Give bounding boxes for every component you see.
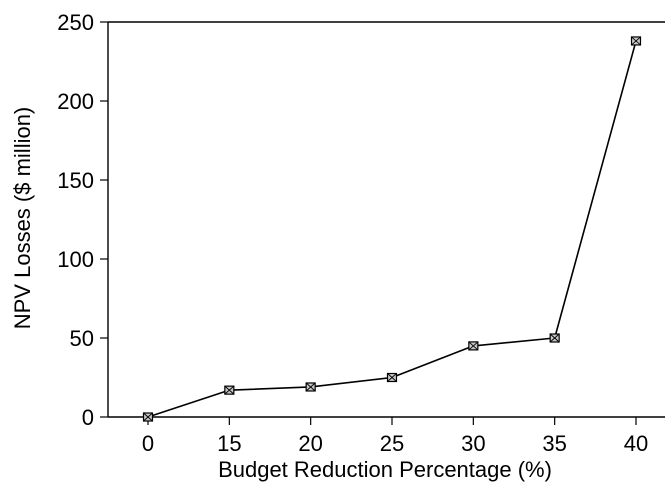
data-point bbox=[468, 341, 479, 351]
y-tick-label: 150 bbox=[57, 168, 94, 193]
y-tick-label: 250 bbox=[57, 10, 94, 35]
data-point bbox=[224, 385, 235, 395]
x-tick-label: 15 bbox=[217, 431, 241, 456]
data-point bbox=[142, 412, 154, 422]
x-tick-label: 20 bbox=[298, 431, 322, 456]
data-point bbox=[630, 36, 642, 46]
x-tick-label: 35 bbox=[542, 431, 566, 456]
x-tick-label: 25 bbox=[380, 431, 404, 456]
series-polyline bbox=[147, 40, 637, 418]
data-point bbox=[386, 372, 398, 383]
series-markers bbox=[142, 36, 642, 422]
y-tick-label: 0 bbox=[82, 405, 94, 430]
series-line bbox=[147, 40, 637, 418]
data-point bbox=[549, 333, 560, 343]
data-point bbox=[305, 382, 316, 392]
y-tick-label: 50 bbox=[70, 326, 94, 351]
x-tick-label: 40 bbox=[624, 431, 648, 456]
x-axis-label: Budget Reduction Percentage (%) bbox=[218, 457, 552, 482]
plot-frame bbox=[107, 21, 665, 418]
y-tick-label: 200 bbox=[57, 89, 94, 114]
x-tick-label: 30 bbox=[461, 431, 485, 456]
y-tick-label: 100 bbox=[57, 247, 94, 272]
x-tick-label: 0 bbox=[142, 431, 154, 456]
x-axis-ticks: 0 15 20 25 30 35 40 bbox=[142, 417, 648, 456]
y-axis-label: NPV Losses ($ million) bbox=[10, 107, 35, 330]
y-axis-ticks: 0 50 100 150 200 250 bbox=[57, 10, 108, 430]
